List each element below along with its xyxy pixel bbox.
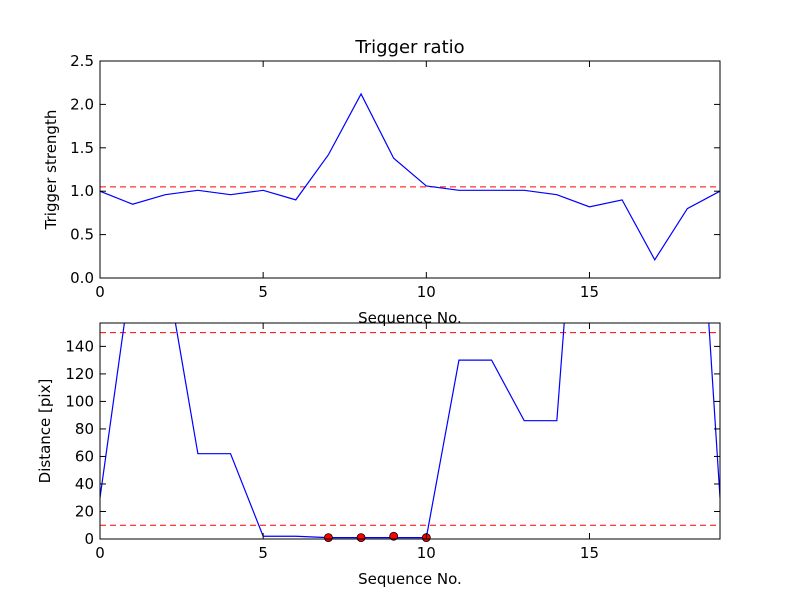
- trigger-ratio-x-tick-label: 15: [580, 283, 599, 301]
- trigger-ratio-y-tick-label: 0.0: [70, 269, 94, 287]
- distance-series-line-0: [100, 323, 720, 539]
- distance-panel: 0 5 10 15 0 20 40 60 80 100 120 140 Sequence No. D…: [36, 322, 721, 588]
- distance-y-tick-label: 140: [65, 337, 94, 355]
- distance-y-tick-label: 60: [75, 447, 94, 465]
- distance-x-axis-label: Sequence No.: [358, 570, 462, 588]
- trigger-ratio-y-tick-label: 0.5: [70, 226, 94, 244]
- distance-y-axis-label: Distance [pix]: [36, 379, 54, 484]
- trigger-ratio-plot-frame: [99, 60, 721, 279]
- distance-marker-point: [324, 533, 333, 543]
- distance-y-tick-label: 80: [75, 420, 94, 438]
- trigger-ratio-panel: Trigger ratio 0 5 10 15 0.00.51.01.52.02.5 …: [42, 37, 721, 327]
- distance-x-tick-label: 10: [417, 544, 436, 562]
- distance-y-tick-label: 20: [75, 502, 94, 520]
- distance-y-tick-label: 0: [84, 530, 94, 548]
- distance-marker-point: [389, 531, 399, 541]
- trigger-ratio-y-axis-label: Trigger strength: [42, 110, 60, 231]
- distance-x-tick-label: 15: [580, 544, 599, 562]
- trigger-ratio-title: Trigger ratio: [354, 37, 464, 58]
- trigger-ratio-y-tick-label: 2.0: [70, 95, 94, 113]
- distance-plot-frame: [99, 322, 721, 540]
- trigger-ratio-x-axis-label: Sequence No.: [358, 309, 462, 327]
- trigger-ratio-x-tick-label: 0: [95, 283, 105, 301]
- trigger-ratio-y-tick-label: 1.0: [70, 182, 94, 200]
- trigger-ratio-y-tick-label: 2.5: [70, 52, 94, 70]
- trigger-ratio-x-tick-label: 10: [417, 283, 436, 301]
- distance-y-tick-label: 100: [65, 392, 94, 410]
- distance-x-tick-label: 5: [258, 544, 268, 562]
- distance-marker-point: [356, 533, 366, 543]
- trigger-ratio-series-line-0: [100, 92, 720, 261]
- distance-y-tick-label: 120: [65, 365, 94, 383]
- distance-y-tick-label: 40: [75, 475, 94, 493]
- trigger-ratio-y-tick-label: 1.5: [70, 139, 94, 157]
- distance-x-tick-label: 0: [95, 544, 105, 562]
- trigger-ratio-x-tick-label: 5: [258, 283, 268, 301]
